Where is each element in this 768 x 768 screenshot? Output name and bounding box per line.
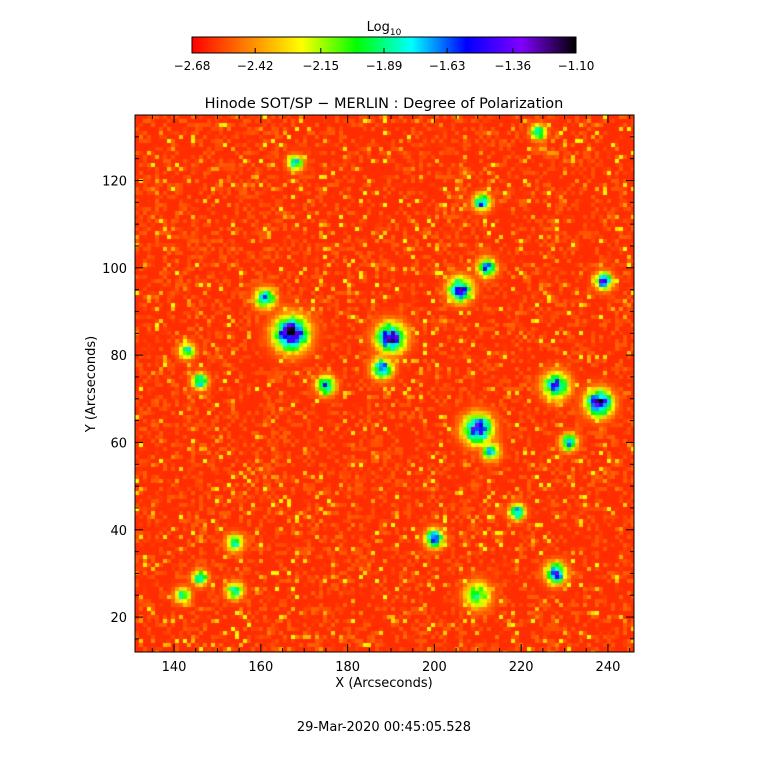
colorbar-tick-label: −1.10 (558, 59, 595, 73)
footer-timestamp: 29-Mar-2020 00:45:05.528 (297, 720, 471, 735)
y-tick-label: 80 (110, 349, 127, 364)
x-axis: 140 160 180 200 220 240 (151, 115, 631, 675)
plot-frame (134, 114, 635, 653)
colorbar-tick-label: −2.15 (302, 59, 339, 73)
x-axis-label: X (Arcseconds) (335, 676, 432, 691)
y-tick-label: 40 (110, 524, 127, 539)
chart-title: Hinode SOT/SP − MERLIN : Degree of Polar… (205, 96, 564, 112)
y-axis-label: Y (Arcseconds) (84, 336, 99, 433)
y-tick-label: 20 (110, 611, 127, 626)
colorbar-label: Log10 (367, 20, 402, 38)
x-tick-label: 220 (509, 660, 534, 675)
y-tick-label: 120 (102, 174, 127, 189)
x-tick-label: 180 (335, 660, 360, 675)
colorbar-label-sub: 10 (390, 28, 402, 38)
y-tick-label: 100 (102, 262, 127, 277)
colorbar-tick-label: −2.68 (174, 59, 211, 73)
x-tick-label: 240 (596, 660, 621, 675)
colorbar-label-main: Log (367, 20, 390, 35)
x-tick-label: 200 (422, 660, 447, 675)
colorbar-tick-label: −1.36 (494, 59, 531, 73)
x-tick-label: 140 (162, 660, 187, 675)
y-axis: 20 40 60 80 100 120 (102, 114, 634, 640)
colorbar-tick-label: −1.63 (429, 59, 466, 73)
heatmap-image (134, 114, 635, 653)
x-tick-label: 160 (248, 660, 273, 675)
heatmap-canvas (135, 115, 634, 652)
colorbar: Log10 −2.68 −2.42 −2.15 −1.89 −1.63 −1.36 −1.1… (174, 20, 595, 73)
colorbar-tick-label: −2.42 (237, 59, 274, 73)
y-tick-label: 60 (110, 436, 127, 451)
colorbar-tick-label: −1.89 (366, 59, 403, 73)
colorbar-ticks: −2.68 −2.42 −2.15 −1.89 −1.63 −1.36 −1.10 (174, 48, 595, 73)
